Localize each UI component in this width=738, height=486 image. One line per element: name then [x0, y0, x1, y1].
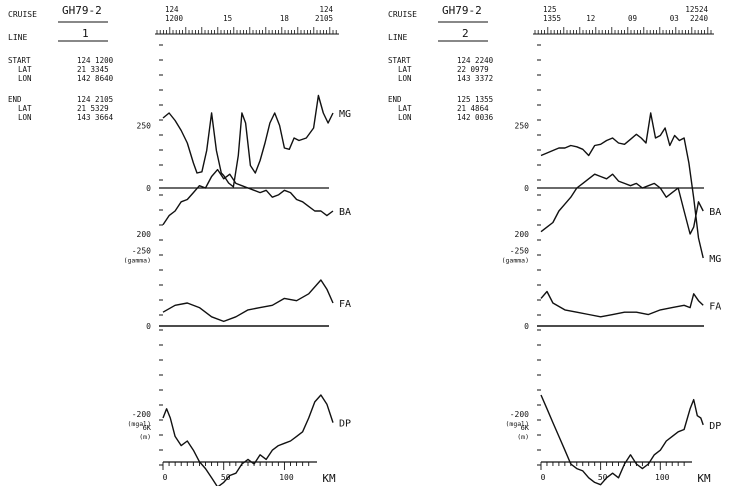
time-left-bottom: 1200 — [165, 14, 184, 23]
end-time: 125 1355 — [457, 95, 493, 104]
grav-tick-label: 0 — [524, 322, 529, 331]
series-line-dp — [162, 394, 334, 486]
series-label-dp: DP — [339, 419, 351, 430]
start-lat: 21 3345 — [77, 65, 109, 74]
mg-tick-label: 0 — [524, 184, 529, 193]
grav-tick-label: -200 — [510, 410, 529, 419]
series-label-fa: FA — [709, 301, 721, 312]
line-value: 2 — [462, 27, 469, 40]
end-lon-label: LON — [18, 113, 32, 122]
series-line-ba — [540, 173, 704, 235]
end-lon-label: LON — [398, 113, 412, 122]
time-right-bottom: 2240 — [690, 14, 709, 23]
end-label: END — [8, 95, 22, 104]
series-line-mg — [540, 112, 704, 259]
start-lat: 22 0979 — [457, 65, 489, 74]
start-lon: 142 8640 — [77, 74, 114, 83]
end-lat-label: LAT — [398, 104, 412, 113]
km-tick-label: 0 — [163, 473, 168, 482]
cruise-label: CRUISE — [8, 10, 37, 19]
time-right-top: 124 — [319, 5, 333, 14]
series-line-fa — [162, 279, 334, 323]
panel-1: CRUISE GH79-2 LINE 1 START 124 1200 LAT 21 3345… — [8, 4, 351, 486]
series-label-ba: BA — [709, 207, 721, 218]
series-label-ba: BA — [339, 207, 351, 218]
km-tick-label: 50 — [221, 473, 231, 482]
depth-unit: (m) — [139, 433, 151, 441]
depth-tick-label: 6K — [143, 424, 152, 432]
mg-tick-label: -250 — [132, 247, 151, 256]
series-line-ba — [162, 168, 334, 226]
time-mid-label: 18 — [280, 14, 290, 23]
series-label-mg: MG — [339, 109, 351, 120]
line-label: LINE — [8, 33, 27, 42]
end-lon: 143 3664 — [77, 113, 114, 122]
mg-tick-label: -250 — [510, 247, 529, 256]
start-lon-label: LON — [18, 74, 32, 83]
series-line-dp — [540, 394, 704, 486]
km-tick-label: 100 — [279, 473, 294, 482]
depth-unit: (m) — [517, 433, 529, 441]
end-lat: 21 5329 — [77, 104, 109, 113]
km-tick-label: 50 — [598, 473, 608, 482]
mg-unit: (gamma) — [124, 257, 151, 265]
cruise-label: CRUISE — [388, 10, 417, 19]
time-left-top: 125 — [543, 5, 557, 14]
cruise-value: GH79-2 — [62, 4, 102, 17]
series-line-fa — [540, 290, 704, 318]
series-label-dp: DP — [709, 421, 721, 432]
km-axis-label: KM — [322, 472, 336, 485]
grav-tick-label: 200 — [515, 230, 530, 239]
start-lon: 143 3372 — [457, 74, 493, 83]
line-label: LINE — [388, 33, 407, 42]
start-time: 124 1200 — [77, 56, 114, 65]
grav-tick-label: 200 — [137, 230, 152, 239]
end-lon: 142 0036 — [457, 113, 494, 122]
time-right-bottom: 2105 — [315, 14, 333, 23]
start-time: 124 2240 — [457, 56, 494, 65]
mg-tick-label: 250 — [137, 122, 152, 131]
end-lat-label: LAT — [18, 104, 32, 113]
time-left-top: 124 — [165, 5, 179, 14]
cruise-value: GH79-2 — [442, 4, 482, 17]
time-right-top: 12524 — [685, 5, 708, 14]
km-tick-label: 100 — [655, 473, 670, 482]
time-mid-label: 12 — [586, 14, 595, 23]
start-label: START — [388, 56, 411, 65]
mg-tick-label: 0 — [146, 184, 151, 193]
grav-unit: (mgal) — [128, 420, 151, 428]
mg-unit: (gamma) — [502, 257, 529, 265]
end-label: END — [388, 95, 402, 104]
series-label-mg: MG — [709, 254, 721, 265]
depth-tick-label: 6K — [521, 424, 530, 432]
time-mid-label: 03 — [670, 14, 679, 23]
line-value: 1 — [82, 27, 89, 40]
grav-tick-label: 0 — [146, 322, 151, 331]
series-line-mg — [162, 94, 334, 188]
end-lat: 21 4864 — [457, 104, 489, 113]
start-lon-label: LON — [398, 74, 412, 83]
panel-2: CRUISE GH79-2 LINE 2 START 124 2240 LAT 22 0979… — [388, 4, 721, 486]
km-axis-label: KM — [697, 472, 711, 485]
start-lat-label: LAT — [398, 65, 412, 74]
time-left-bottom: 1355 — [543, 14, 561, 23]
start-label: START — [8, 56, 31, 65]
grav-tick-label: -200 — [132, 410, 151, 419]
series-label-fa: FA — [339, 299, 351, 310]
mg-tick-label: 250 — [515, 122, 530, 131]
time-mid-label: 15 — [223, 14, 232, 23]
end-time: 124 2105 — [77, 95, 113, 104]
start-lat-label: LAT — [18, 65, 32, 74]
km-tick-label: 0 — [541, 473, 546, 482]
time-mid-label: 09 — [628, 14, 637, 23]
grav-unit: (mgal) — [506, 420, 529, 428]
